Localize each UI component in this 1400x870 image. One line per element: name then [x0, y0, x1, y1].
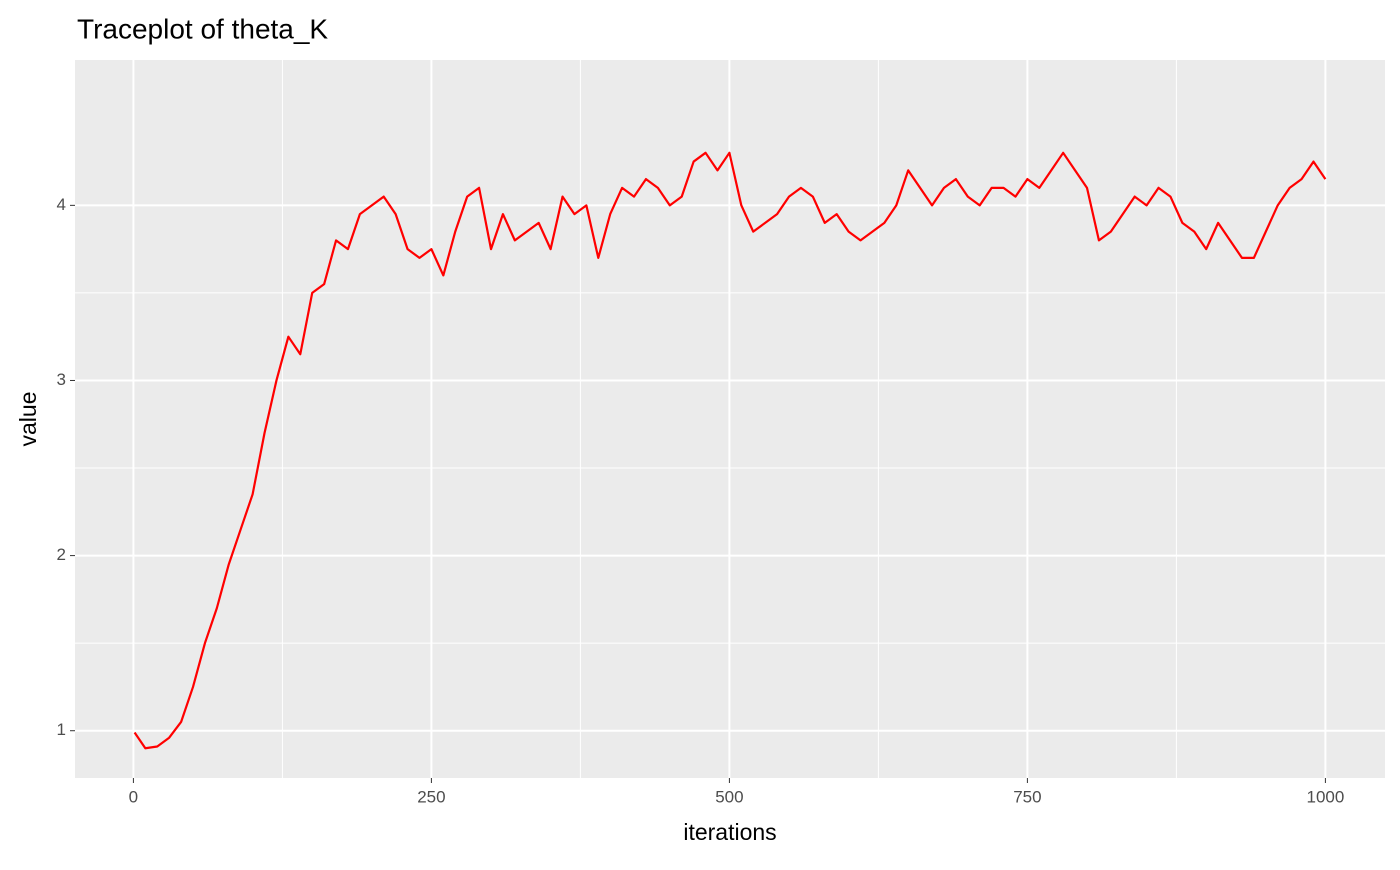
y-axis-title: value	[15, 392, 41, 447]
x-tick-label: 500	[715, 787, 743, 806]
x-axis-title: iterations	[683, 819, 776, 845]
x-tick-label: 1000	[1306, 787, 1344, 806]
x-tick-label: 750	[1013, 787, 1041, 806]
y-tick-label: 4	[57, 195, 66, 214]
y-tick-label: 2	[57, 545, 66, 564]
trace-line	[133, 151, 1327, 750]
y-tick-label: 3	[57, 370, 66, 389]
y-tick-label: 1	[57, 720, 66, 739]
x-tick-label: 250	[417, 787, 445, 806]
x-tick-label: 0	[129, 787, 138, 806]
chart-title: Traceplot of theta_K	[77, 13, 328, 44]
